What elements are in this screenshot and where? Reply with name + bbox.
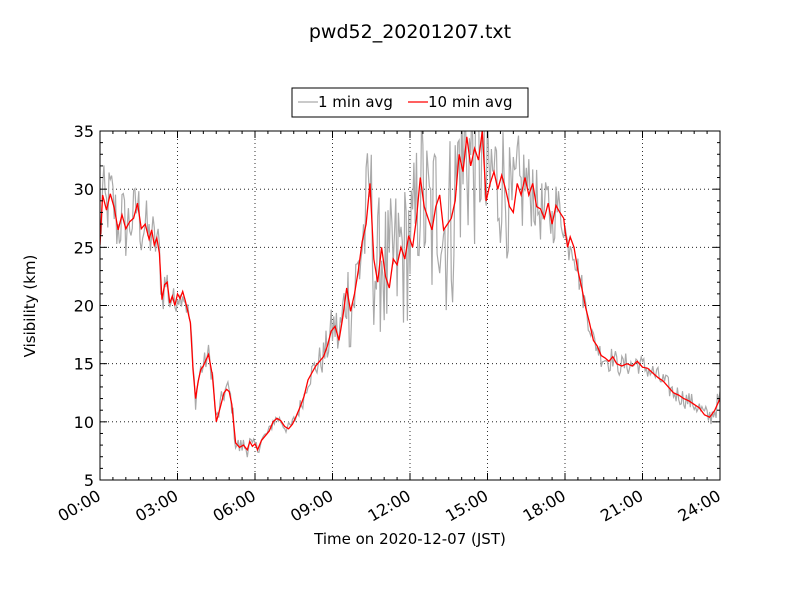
y-tick-label: 10 <box>74 413 94 432</box>
x-tick-label: 21:00 <box>597 486 646 526</box>
legend: 1 min avg 10 min avg <box>291 87 529 118</box>
x-tick-label: 03:00 <box>132 486 181 526</box>
tick-layer <box>99 130 721 481</box>
y-tick-label: 30 <box>74 180 94 199</box>
legend-label-10min: 10 min avg <box>428 93 513 111</box>
line-10min-avg <box>100 131 720 452</box>
y-tick-label: 20 <box>74 297 94 316</box>
chart-title: pwd52_20201207.txt <box>309 21 511 43</box>
x-tick-label: 09:00 <box>287 486 336 526</box>
y-tick-label: 35 <box>74 122 94 141</box>
x-tick-label: 15:00 <box>442 486 491 526</box>
x-tick-label: 00:00 <box>55 486 104 526</box>
y-axis-label: Visibility (km) <box>21 255 39 358</box>
series-10min-avg <box>100 131 720 452</box>
x-tick-label: 24:00 <box>675 486 724 526</box>
x-tick-label: 06:00 <box>210 486 259 526</box>
y-tick-labels: 5 10 15 20 25 30 35 <box>74 122 94 490</box>
y-tick-label: 25 <box>74 238 94 257</box>
legend-label-1min: 1 min avg <box>318 93 393 111</box>
x-axis-label: Time on 2020-12-07 (JST) <box>313 530 506 548</box>
y-tick-label: 5 <box>84 471 94 490</box>
x-tick-labels: 00:00 03:00 06:00 09:00 12:00 15:00 18:00 21:00… <box>55 486 724 526</box>
y-tick-label: 15 <box>74 355 94 374</box>
grid-layer <box>100 131 720 480</box>
x-tick-label: 12:00 <box>365 486 414 526</box>
x-tick-label: 18:00 <box>520 486 569 526</box>
